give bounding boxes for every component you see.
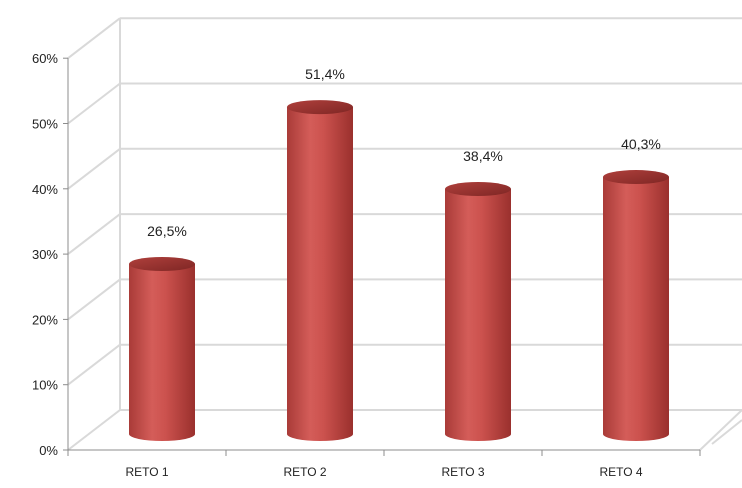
gridline-side bbox=[67, 213, 121, 255]
floor-edge bbox=[699, 409, 742, 451]
bar-body bbox=[287, 107, 353, 441]
bars bbox=[129, 100, 669, 441]
x-tick-label: RETO 1 bbox=[125, 465, 168, 479]
chart-floor bbox=[699, 409, 742, 451]
y-axis: 0% 10% 20% 30% 40% 50% 60% bbox=[32, 51, 69, 458]
gridline-side bbox=[67, 148, 121, 190]
bar-body bbox=[445, 189, 511, 441]
floor-edge bbox=[711, 419, 742, 445]
y-tick-label: 30% bbox=[32, 247, 58, 262]
gridline-side bbox=[67, 343, 121, 386]
y-tick-label: 40% bbox=[32, 182, 58, 197]
bar-top bbox=[445, 182, 511, 197]
bar-top bbox=[129, 257, 195, 272]
back-wall-gridlines bbox=[67, 17, 742, 451]
bar bbox=[129, 257, 195, 441]
x-axis: RETO 1 RETO 2 RETO 3 RETO 4 bbox=[67, 449, 701, 479]
gridline-side bbox=[67, 409, 121, 451]
data-label: 26,5% bbox=[147, 223, 187, 239]
x-tick-label: RETO 3 bbox=[441, 465, 484, 479]
y-tick-label: 60% bbox=[32, 51, 58, 66]
x-tick-label: RETO 2 bbox=[283, 465, 326, 479]
y-tick-label: 20% bbox=[32, 312, 58, 327]
data-labels: 26,5% 51,4% 38,4% 40,3% bbox=[147, 66, 661, 239]
y-tick-label: 10% bbox=[32, 378, 58, 393]
data-label: 51,4% bbox=[305, 66, 345, 82]
bar-top bbox=[287, 100, 353, 115]
data-label: 38,4% bbox=[463, 148, 503, 164]
bar-body bbox=[129, 264, 195, 441]
bar bbox=[603, 170, 669, 441]
x-tick-label: RETO 4 bbox=[599, 465, 642, 479]
data-label: 40,3% bbox=[621, 136, 661, 152]
gridline-side bbox=[67, 82, 121, 125]
bar-top bbox=[603, 170, 669, 185]
bar bbox=[287, 100, 353, 441]
bar bbox=[445, 182, 511, 441]
bar-body bbox=[603, 177, 669, 441]
gridline-side bbox=[67, 278, 121, 321]
y-tick-label: 50% bbox=[32, 117, 58, 132]
gridline-side bbox=[67, 17, 121, 59]
y-tick-label: 0% bbox=[39, 443, 58, 458]
